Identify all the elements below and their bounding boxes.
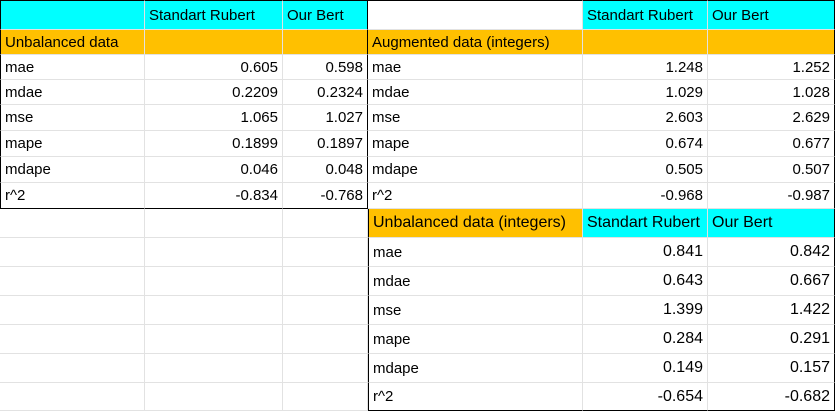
empty-cell[interactable]	[0, 325, 145, 354]
table1-metric-label[interactable]: r^2	[0, 183, 145, 209]
table3-value-cell[interactable]: 0.667	[708, 267, 835, 296]
empty-cell[interactable]	[0, 267, 145, 296]
table1-value-cell[interactable]: 0.2209	[145, 80, 283, 105]
empty-cell[interactable]	[0, 238, 145, 267]
table1-header-cell[interactable]: Our Bert	[283, 0, 368, 30]
empty-cell[interactable]	[145, 267, 283, 296]
table2-value-cell[interactable]: 1.029	[583, 80, 708, 105]
table1-metric-label[interactable]: mdape	[0, 157, 145, 183]
table1-value-cell[interactable]: -0.834	[145, 183, 283, 209]
table2-value-cell[interactable]: 0.505	[583, 157, 708, 183]
table1-value-cell[interactable]: 1.027	[283, 105, 368, 131]
table3-value-cell[interactable]: 0.841	[583, 238, 708, 267]
table3-metric-label[interactable]: mdape	[368, 354, 583, 383]
empty-cell[interactable]	[145, 354, 283, 383]
table3-value-cell[interactable]: 1.422	[708, 296, 835, 325]
table1-value-cell[interactable]: 0.046	[145, 157, 283, 183]
table1-value-cell[interactable]: 0.1899	[145, 131, 283, 157]
empty-cell[interactable]	[0, 209, 145, 238]
empty-cell[interactable]	[283, 354, 368, 383]
table2-title-filler[interactable]	[583, 30, 708, 55]
table2-value-cell[interactable]: -0.987	[708, 183, 835, 209]
table2-value-cell[interactable]: 1.248	[583, 55, 708, 80]
table3-value-cell[interactable]: 0.157	[708, 354, 835, 383]
empty-cell[interactable]	[145, 325, 283, 354]
table1-metric-label[interactable]: mape	[0, 131, 145, 157]
table3-value-cell[interactable]: -0.682	[708, 383, 835, 411]
table3-value-cell[interactable]: 0.291	[708, 325, 835, 354]
table1-value-cell[interactable]: 0.1897	[283, 131, 368, 157]
table2-metric-label[interactable]: r^2	[368, 183, 583, 209]
table1-metric-label[interactable]: mae	[0, 55, 145, 80]
table2-value-cell[interactable]: 0.674	[583, 131, 708, 157]
table2-title-filler[interactable]	[708, 30, 835, 55]
table3-metric-label[interactable]: r^2	[368, 383, 583, 411]
table3-header-cell[interactable]: Our Bert	[708, 209, 835, 238]
empty-cell[interactable]	[283, 296, 368, 325]
table2-value-cell[interactable]: 0.677	[708, 131, 835, 157]
table3-metric-label[interactable]: mape	[368, 325, 583, 354]
table1-value-cell[interactable]: 1.065	[145, 105, 283, 131]
table1-title-filler[interactable]	[283, 30, 368, 55]
table2-metric-label[interactable]: mdae	[368, 80, 583, 105]
table1-value-cell[interactable]: 0.598	[283, 55, 368, 80]
table2-value-cell[interactable]: 0.507	[708, 157, 835, 183]
table2-title-cell[interactable]: Augmented data (integers)	[368, 30, 583, 55]
table2-value-cell[interactable]: 2.603	[583, 105, 708, 131]
table2-metric-label[interactable]: mae	[368, 55, 583, 80]
empty-cell[interactable]	[283, 267, 368, 296]
table1-value-cell[interactable]: 0.048	[283, 157, 368, 183]
table2-header-cell[interactable]: Our Bert	[708, 0, 835, 30]
table3-value-cell[interactable]: 0.643	[583, 267, 708, 296]
table1-metric-label[interactable]: mdae	[0, 80, 145, 105]
empty-cell[interactable]	[0, 354, 145, 383]
table1-value-cell[interactable]: -0.768	[283, 183, 368, 209]
empty-cell[interactable]	[283, 325, 368, 354]
table1-title-filler[interactable]	[145, 30, 283, 55]
empty-cell[interactable]	[283, 383, 368, 411]
table1-header-cell[interactable]: Standart Rubert	[145, 0, 283, 30]
empty-cell[interactable]	[283, 209, 368, 238]
table2-corner-cell[interactable]	[368, 0, 583, 30]
table3-title-cell[interactable]: Unbalanced data (integers)	[368, 209, 583, 238]
table3-value-cell[interactable]: 0.284	[583, 325, 708, 354]
table2-value-cell[interactable]: 1.028	[708, 80, 835, 105]
empty-cell[interactable]	[283, 238, 368, 267]
table2-metric-label[interactable]: mse	[368, 105, 583, 131]
table1-corner-cell[interactable]	[0, 0, 145, 30]
table2-value-cell[interactable]: -0.968	[583, 183, 708, 209]
table3-header-cell[interactable]: Standart Rubert	[583, 209, 708, 238]
table3-value-cell[interactable]: 0.842	[708, 238, 835, 267]
table3-metric-label[interactable]: mae	[368, 238, 583, 267]
table3-value-cell[interactable]: 1.399	[583, 296, 708, 325]
empty-cell[interactable]	[145, 296, 283, 325]
table2-value-cell[interactable]: 1.252	[708, 55, 835, 80]
table2-value-cell[interactable]: 2.629	[708, 105, 835, 131]
table2-metric-label[interactable]: mape	[368, 131, 583, 157]
empty-cell[interactable]	[145, 383, 283, 411]
empty-cell[interactable]	[0, 296, 145, 325]
table1-value-cell[interactable]: 0.605	[145, 55, 283, 80]
table2-header-cell[interactable]: Standart Rubert	[583, 0, 708, 30]
table3-metric-label[interactable]: mse	[368, 296, 583, 325]
table3-value-cell[interactable]: -0.654	[583, 383, 708, 411]
table3-value-cell[interactable]: 0.149	[583, 354, 708, 383]
table2-metric-label[interactable]: mdape	[368, 157, 583, 183]
table1-value-cell[interactable]: 0.2324	[283, 80, 368, 105]
empty-cell[interactable]	[0, 383, 145, 411]
empty-cell[interactable]	[145, 209, 283, 238]
table3-metric-label[interactable]: mdae	[368, 267, 583, 296]
table1-metric-label[interactable]: mse	[0, 105, 145, 131]
empty-cell[interactable]	[145, 238, 283, 267]
table1-title-cell[interactable]: Unbalanced data	[0, 30, 145, 55]
